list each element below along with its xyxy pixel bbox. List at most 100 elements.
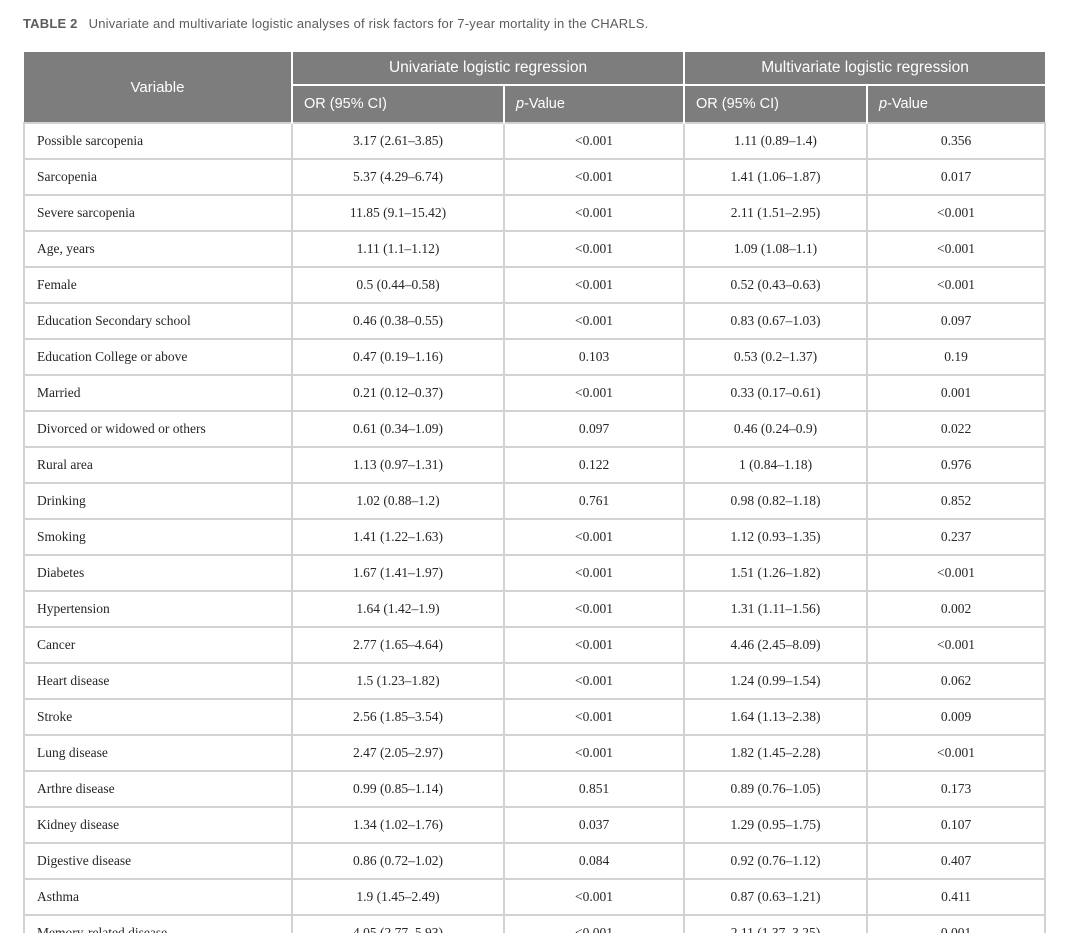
column-header-multivariate-or: OR (95% CI) xyxy=(683,85,868,123)
table-row: Hypertension 1.64 (1.42–1.9) <0.001 1.31… xyxy=(23,590,1047,628)
univariate-or-cell: 2.77 (1.65–4.64) xyxy=(291,626,505,664)
table-row: Rural area 1.13 (0.97–1.31) 0.122 1 (0.8… xyxy=(23,446,1047,484)
results-table: Variable Univariate logistic regression … xyxy=(23,52,1047,933)
univariate-p-cell: 0.103 xyxy=(502,338,686,376)
multivariate-p-cell: <0.001 xyxy=(866,194,1047,232)
table-row: Divorced or widowed or others 0.61 (0.34… xyxy=(23,410,1047,448)
multivariate-or-cell: 1.64 (1.13–2.38) xyxy=(683,698,869,736)
univariate-p-cell: <0.001 xyxy=(502,302,686,340)
column-header-multivariate-p: p-Value xyxy=(866,85,1046,123)
univariate-or-cell: 1.34 (1.02–1.76) xyxy=(291,806,505,844)
multivariate-p-cell: <0.001 xyxy=(866,266,1047,304)
variable-cell: Severe sarcopenia xyxy=(23,194,293,232)
variable-cell: Possible sarcopenia xyxy=(23,122,293,160)
table-row: Memory-related disease 4.05 (2.77–5.93) … xyxy=(23,914,1047,933)
table-caption-text: Univariate and multivariate logistic ana… xyxy=(88,16,649,31)
univariate-or-cell: 1.9 (1.45–2.49) xyxy=(291,878,505,916)
univariate-or-cell: 2.47 (2.05–2.97) xyxy=(291,734,505,772)
multivariate-p-cell: 0.009 xyxy=(866,698,1047,736)
variable-cell: Drinking xyxy=(23,482,293,520)
table-row: Arthre disease 0.99 (0.85–1.14) 0.851 0.… xyxy=(23,770,1047,808)
multivariate-or-cell: 1.82 (1.45–2.28) xyxy=(683,734,869,772)
variable-cell: Married xyxy=(23,374,293,412)
multivariate-p-cell: 0.237 xyxy=(866,518,1047,556)
variable-cell: Sarcopenia xyxy=(23,158,293,196)
multivariate-p-cell: 0.19 xyxy=(866,338,1047,376)
multivariate-or-cell: 0.87 (0.63–1.21) xyxy=(683,878,869,916)
table-row: Cancer 2.77 (1.65–4.64) <0.001 4.46 (2.4… xyxy=(23,626,1047,664)
univariate-p-cell: <0.001 xyxy=(502,122,686,160)
variable-cell: Hypertension xyxy=(23,590,293,628)
univariate-p-cell: <0.001 xyxy=(502,626,686,664)
multivariate-or-cell: 0.98 (0.82–1.18) xyxy=(683,482,869,520)
table-row: Female 0.5 (0.44–0.58) <0.001 0.52 (0.43… xyxy=(23,266,1047,304)
univariate-or-cell: 0.47 (0.19–1.16) xyxy=(291,338,505,376)
univariate-p-cell: <0.001 xyxy=(502,266,686,304)
multivariate-p-cell: 0.356 xyxy=(866,122,1047,160)
univariate-p-cell: <0.001 xyxy=(502,914,686,933)
table-body: Possible sarcopenia 3.17 (2.61–3.85) <0.… xyxy=(23,122,1047,933)
variable-cell: Smoking xyxy=(23,518,293,556)
column-header-univariate-or: OR (95% CI) xyxy=(291,85,504,123)
table-row: Severe sarcopenia 11.85 (9.1–15.42) <0.0… xyxy=(23,194,1047,232)
header-row-groups: Variable Univariate logistic regression … xyxy=(24,52,1046,123)
table-row: Sarcopenia 5.37 (4.29–6.74) <0.001 1.41 … xyxy=(23,158,1047,196)
univariate-p-cell: <0.001 xyxy=(502,590,686,628)
variable-cell: Heart disease xyxy=(23,662,293,700)
table-row: Kidney disease 1.34 (1.02–1.76) 0.037 1.… xyxy=(23,806,1047,844)
column-group-univariate: Univariate logistic regression xyxy=(290,52,685,86)
multivariate-p-cell: 0.062 xyxy=(866,662,1047,700)
column-header-univariate-p: p-Value xyxy=(502,85,685,123)
multivariate-p-cell: 0.001 xyxy=(866,914,1047,933)
univariate-p-cell: <0.001 xyxy=(502,374,686,412)
multivariate-or-cell: 1.12 (0.93–1.35) xyxy=(683,518,869,556)
multivariate-or-cell: 0.83 (0.67–1.03) xyxy=(683,302,869,340)
table-row: Married 0.21 (0.12–0.37) <0.001 0.33 (0.… xyxy=(23,374,1047,412)
multivariate-or-cell: 0.46 (0.24–0.9) xyxy=(683,410,869,448)
univariate-or-cell: 0.61 (0.34–1.09) xyxy=(291,410,505,448)
column-group-multivariate: Multivariate logistic regression xyxy=(683,52,1046,86)
univariate-p-cell: <0.001 xyxy=(502,158,686,196)
or-ci-label: OR (95% CI) xyxy=(696,96,780,112)
univariate-p-cell: 0.097 xyxy=(502,410,686,448)
table-row: Smoking 1.41 (1.22–1.63) <0.001 1.12 (0.… xyxy=(23,518,1047,556)
univariate-p-cell: 0.037 xyxy=(502,806,686,844)
multivariate-p-cell: 0.407 xyxy=(866,842,1047,880)
multivariate-p-cell: 0.173 xyxy=(866,770,1047,808)
multivariate-or-cell: 0.33 (0.17–0.61) xyxy=(683,374,869,412)
multivariate-p-cell: 0.001 xyxy=(866,374,1047,412)
multivariate-or-cell: 1.09 (1.08–1.1) xyxy=(683,230,869,268)
variable-cell: Education Secondary school xyxy=(23,302,293,340)
table-row: Education College or above 0.47 (0.19–1.… xyxy=(23,338,1047,376)
variable-cell: Education College or above xyxy=(23,338,293,376)
multivariate-p-cell: 0.107 xyxy=(866,806,1047,844)
table-row: Asthma 1.9 (1.45–2.49) <0.001 0.87 (0.63… xyxy=(23,878,1047,916)
multivariate-or-cell: 1.41 (1.06–1.87) xyxy=(683,158,869,196)
multivariate-or-cell: 1.51 (1.26–1.82) xyxy=(683,554,869,592)
univariate-or-cell: 0.5 (0.44–0.58) xyxy=(291,266,505,304)
variable-cell: Diabetes xyxy=(23,554,293,592)
univariate-or-cell: 1.64 (1.42–1.9) xyxy=(291,590,505,628)
variable-cell: Lung disease xyxy=(23,734,293,772)
multivariate-or-cell: 0.92 (0.76–1.12) xyxy=(683,842,869,880)
univariate-or-cell: 1.13 (0.97–1.31) xyxy=(291,446,505,484)
table-header: Variable Univariate logistic regression … xyxy=(24,52,1046,123)
univariate-or-cell: 5.37 (4.29–6.74) xyxy=(291,158,505,196)
p-label-italic: p xyxy=(516,96,525,112)
multivariate-or-cell: 1 (0.84–1.18) xyxy=(683,446,869,484)
multivariate-p-cell: <0.001 xyxy=(866,734,1047,772)
p-label-rest: -Value xyxy=(887,96,928,112)
univariate-p-cell: <0.001 xyxy=(502,194,686,232)
univariate-p-cell: <0.001 xyxy=(502,518,686,556)
multivariate-p-cell: 0.852 xyxy=(866,482,1047,520)
multivariate-or-cell: 0.89 (0.76–1.05) xyxy=(683,770,869,808)
table-row: Lung disease 2.47 (2.05–2.97) <0.001 1.8… xyxy=(23,734,1047,772)
table-row: Education Secondary school 0.46 (0.38–0.… xyxy=(23,302,1047,340)
univariate-p-cell: <0.001 xyxy=(502,734,686,772)
multivariate-p-cell: 0.976 xyxy=(866,446,1047,484)
univariate-p-cell: 0.084 xyxy=(502,842,686,880)
univariate-or-cell: 0.99 (0.85–1.14) xyxy=(291,770,505,808)
variable-cell: Rural area xyxy=(23,446,293,484)
variable-cell: Digestive disease xyxy=(23,842,293,880)
